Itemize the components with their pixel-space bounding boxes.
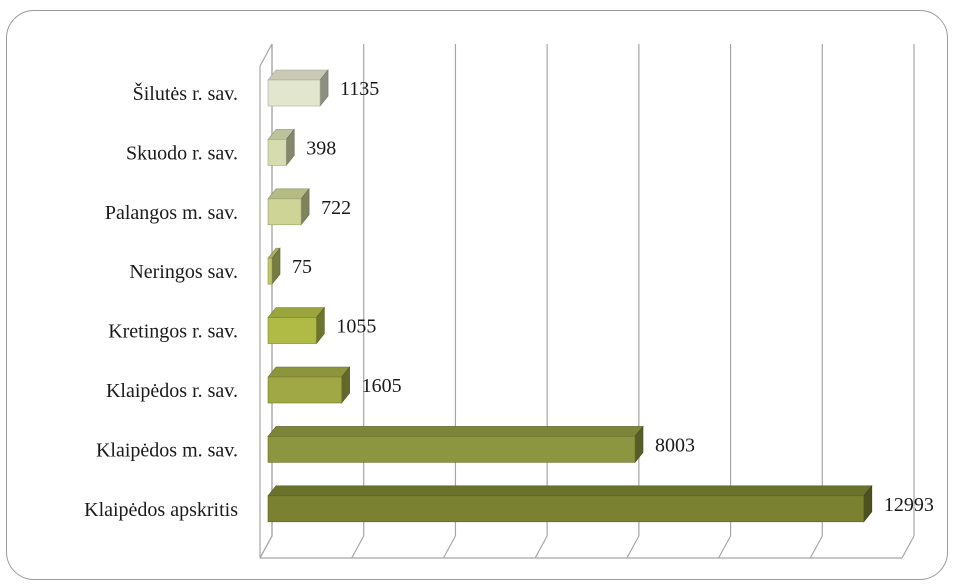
category-label: Skuodo r. sav. bbox=[126, 142, 238, 164]
bar bbox=[267, 317, 317, 344]
value-label: 1055 bbox=[336, 316, 376, 338]
bar-top-face bbox=[267, 366, 351, 378]
floor-gridline bbox=[809, 535, 823, 559]
bar-top-face bbox=[267, 485, 873, 497]
value-label: 8003 bbox=[655, 434, 695, 456]
bar bbox=[267, 376, 342, 404]
category-label: Klaipėdos m. sav. bbox=[96, 439, 238, 461]
value-label: 1135 bbox=[340, 78, 379, 100]
category-label: Kretingos r. sav. bbox=[108, 321, 238, 343]
bar bbox=[267, 495, 865, 523]
floor-gridline bbox=[351, 535, 365, 559]
chart-frame bbox=[6, 10, 948, 580]
labels: Šilutės r. sav. 1135 Skuodo r. sav. 398 Pala… bbox=[84, 78, 934, 521]
floor-gridline bbox=[442, 535, 456, 559]
value-label: 75 bbox=[292, 256, 312, 278]
left-wall bbox=[259, 43, 273, 559]
value-label: 722 bbox=[321, 197, 351, 219]
bar-top-face bbox=[267, 69, 329, 81]
floor-gridline bbox=[718, 535, 732, 559]
value-label: 1605 bbox=[362, 375, 402, 397]
value-label: 398 bbox=[306, 137, 336, 159]
value-label: 12993 bbox=[884, 494, 934, 516]
category-label: Klaipėdos apskritis bbox=[84, 499, 238, 521]
category-label: Neringos sav. bbox=[129, 261, 238, 283]
bar bbox=[267, 79, 321, 107]
bars bbox=[267, 69, 873, 523]
bar bbox=[267, 198, 302, 226]
bar-top-face bbox=[267, 307, 326, 318]
bar bbox=[267, 436, 636, 463]
bar bbox=[267, 257, 273, 285]
floor-gridline bbox=[901, 535, 915, 559]
floor-gridline bbox=[534, 535, 548, 559]
category-label: Klaipėdos r. sav. bbox=[106, 380, 238, 402]
bar-top-face bbox=[267, 426, 644, 437]
gridlines bbox=[259, 43, 915, 559]
category-label: Šilutės r. sav. bbox=[133, 81, 238, 105]
bar bbox=[267, 139, 287, 166]
category-label: Palangos m. sav. bbox=[105, 202, 238, 224]
floor-gridline bbox=[626, 535, 640, 559]
